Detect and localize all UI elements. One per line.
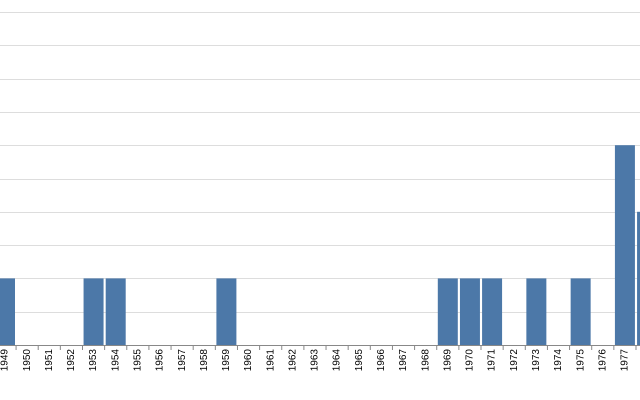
x-tick-label: 1970 [465,349,476,372]
x-tick-label: 1967 [398,349,409,372]
x-tick-label: 1960 [243,349,254,372]
x-tick-label: 1965 [354,349,365,372]
x-tick-label: 1950 [22,349,33,372]
x-tick-label: 1974 [553,349,564,372]
x-tick-label: 1969 [442,349,453,372]
bar [459,278,480,345]
x-tick-label: 1964 [332,349,343,372]
x-tick-label: 1953 [88,349,99,372]
x-tick-label: 1963 [310,349,321,372]
x-tick-label: 1955 [132,349,143,372]
bar [105,278,126,345]
bar [637,211,640,345]
x-tick-label: 1972 [509,349,520,372]
x-tick-label: 1954 [110,349,121,372]
bar [570,278,591,345]
bar [83,278,104,345]
x-tick-label: 1949 [0,349,11,372]
x-tick-label: 1962 [287,349,298,372]
x-tick-label: 1952 [66,349,77,372]
x-tick-label: 1959 [221,349,232,372]
x-tick-label: 1968 [420,349,431,372]
x-tick-label: 1977 [620,349,631,372]
x-tick-label: 1976 [597,349,608,372]
bar [614,145,635,345]
x-tick-label: 1975 [575,349,586,372]
x-tick-label: 1961 [265,349,276,372]
x-tick-label: 1971 [487,349,498,372]
bar [216,278,237,345]
bar [437,278,458,345]
x-tick-label: 1956 [155,349,166,372]
x-tick-label: 1957 [177,349,188,372]
x-tick-label: 1973 [531,349,542,372]
bar [526,278,547,345]
bar [0,278,15,345]
x-tick-label: 1951 [44,349,55,372]
x-tick-label: 1966 [376,349,387,372]
x-tick-label: 1958 [199,349,210,372]
bar [482,278,503,345]
